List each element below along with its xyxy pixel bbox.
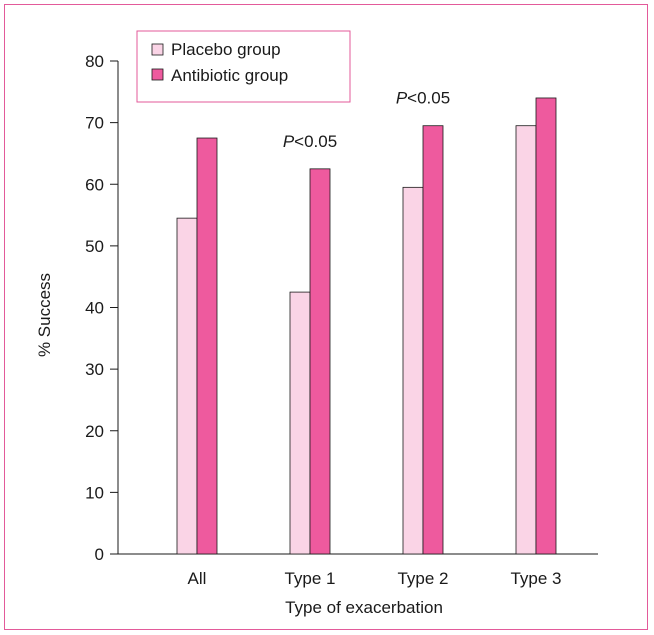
x-tick-label: All <box>188 569 207 588</box>
x-tick-label: Type 1 <box>284 569 335 588</box>
bar-antibiotic <box>309 168 331 555</box>
y-tick-label: 60 <box>85 175 104 194</box>
y-tick-label: 30 <box>85 360 104 379</box>
x-tick-label: Type 3 <box>510 569 561 588</box>
y-tick-label: 0 <box>95 545 104 564</box>
bars-group <box>176 97 557 555</box>
legend-swatch-placebo <box>151 43 164 56</box>
legend-label-placebo: Placebo group <box>171 40 281 59</box>
legend-label-antibiotic: Antibiotic group <box>171 66 288 85</box>
y-axis-title: % Success <box>35 273 54 357</box>
y-tick-label: 50 <box>85 237 104 256</box>
x-tick-label: Type 2 <box>397 569 448 588</box>
bar-placebo <box>515 125 537 555</box>
y-tick-label: 20 <box>85 422 104 441</box>
bar-placebo <box>289 291 311 555</box>
legend-box <box>136 30 351 103</box>
y-tick-label: 70 <box>85 114 104 133</box>
legend-swatch-antibiotic <box>151 68 164 81</box>
y-tick-label: 40 <box>85 299 104 318</box>
bar-placebo <box>402 186 424 555</box>
legend: Placebo group Antibiotic group <box>136 30 351 103</box>
x-axis-title: Type of exacerbation <box>285 598 443 617</box>
bar-antibiotic <box>422 125 444 555</box>
bar-antibiotic <box>535 97 557 555</box>
significance-annotation: P<0.05 <box>396 89 450 108</box>
y-tick-label: 10 <box>85 483 104 502</box>
y-tick-label: 80 <box>85 52 104 71</box>
y-axis: 0 10 20 30 40 50 60 70 80 <box>85 52 119 564</box>
bar-placebo <box>176 217 198 555</box>
bar-antibiotic <box>196 137 218 555</box>
x-axis: All Type 1 Type 2 Type 3 <box>118 553 598 588</box>
annotations-group: P<0.05 P<0.05 <box>283 89 450 151</box>
significance-annotation: P<0.05 <box>283 132 337 151</box>
